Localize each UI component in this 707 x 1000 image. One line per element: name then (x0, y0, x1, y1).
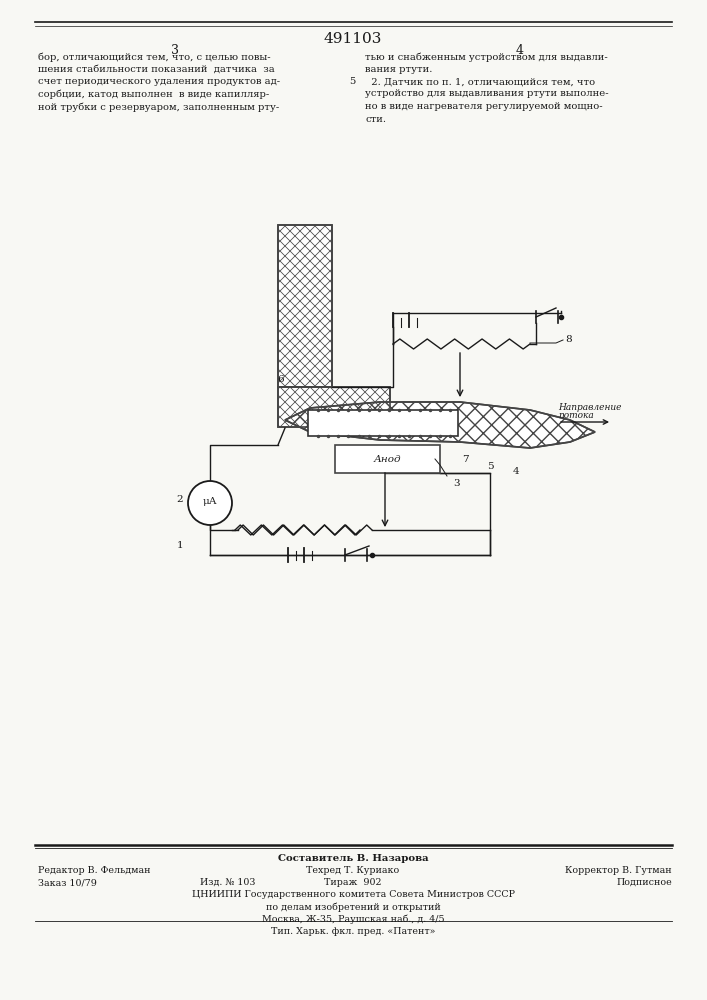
Text: Тип. Харьк. фкл. пред. «Патент»: Тип. Харьк. фкл. пред. «Патент» (271, 927, 436, 936)
Text: 1: 1 (176, 540, 183, 550)
Text: Москва, Ж-35, Раушская наб., д. 4/5: Москва, Ж-35, Раушская наб., д. 4/5 (262, 914, 444, 924)
Text: 3: 3 (171, 44, 179, 57)
Polygon shape (285, 402, 595, 448)
Text: 5: 5 (487, 462, 493, 471)
Text: 5: 5 (349, 77, 355, 86)
Text: 2. Датчик по п. 1, отличающийся тем, что: 2. Датчик по п. 1, отличающийся тем, что (365, 77, 595, 86)
Bar (335, 445, 440, 473)
Text: счет периодического удаления продуктов ад-: счет периодического удаления продуктов а… (38, 77, 280, 86)
Text: 4: 4 (513, 467, 520, 476)
Text: Редактор В. Фельдман: Редактор В. Фельдман (38, 866, 151, 875)
Text: бор, отличающийся тем, что, с целью повы-: бор, отличающийся тем, что, с целью повы… (38, 52, 271, 62)
Text: Направление: Направление (558, 403, 621, 412)
Text: тью и снабженным устройством для выдавли-: тью и снабженным устройством для выдавли… (365, 52, 608, 62)
Bar (308, 410, 458, 436)
Text: потока: потока (558, 411, 594, 420)
Bar (278, 225, 332, 387)
Bar (278, 225, 332, 387)
Text: 4: 4 (516, 44, 524, 57)
Text: шения стабильности показаний  датчика  за: шения стабильности показаний датчика за (38, 64, 275, 74)
Bar (278, 387, 390, 427)
Text: Тираж  902: Тираж 902 (325, 878, 382, 887)
Text: сти.: сти. (365, 114, 386, 123)
Text: Заказ 10/79: Заказ 10/79 (38, 878, 97, 887)
Text: сорбции, катод выполнен  в виде капилляр-: сорбции, катод выполнен в виде капилляр- (38, 90, 269, 99)
Text: 6: 6 (277, 375, 284, 384)
Text: 7: 7 (462, 455, 469, 464)
Text: Техред Т. Куриако: Техред Т. Куриако (306, 866, 399, 875)
Text: 2: 2 (176, 495, 183, 504)
Text: ЦНИИПИ Государственного комитета Совета Министров СССР: ЦНИИПИ Государственного комитета Совета … (192, 890, 515, 899)
Bar (278, 387, 390, 427)
Text: вания ртути.: вания ртути. (365, 64, 433, 74)
Text: ной трубки с резервуаром, заполненным рту-: ной трубки с резервуаром, заполненным рт… (38, 102, 279, 111)
Text: Изд. № 103: Изд. № 103 (200, 878, 255, 887)
Text: μА: μА (203, 497, 217, 506)
Text: но в виде нагревателя регулируемой мощно-: но в виде нагревателя регулируемой мощно… (365, 102, 602, 111)
Text: Анод: Анод (374, 454, 402, 464)
Text: Составитель В. Назарова: Составитель В. Назарова (278, 854, 428, 863)
Text: по делам изобретений и открытий: по делам изобретений и открытий (266, 902, 440, 912)
Text: 8: 8 (565, 336, 572, 344)
Text: 491103: 491103 (324, 32, 382, 46)
Text: Корректор В. Гутман: Корректор В. Гутман (566, 866, 672, 875)
Text: устройство для выдавливания ртути выполне-: устройство для выдавливания ртути выполн… (365, 90, 609, 99)
Circle shape (188, 481, 232, 525)
Text: Подписное: Подписное (617, 878, 672, 887)
Text: 3: 3 (453, 479, 460, 488)
